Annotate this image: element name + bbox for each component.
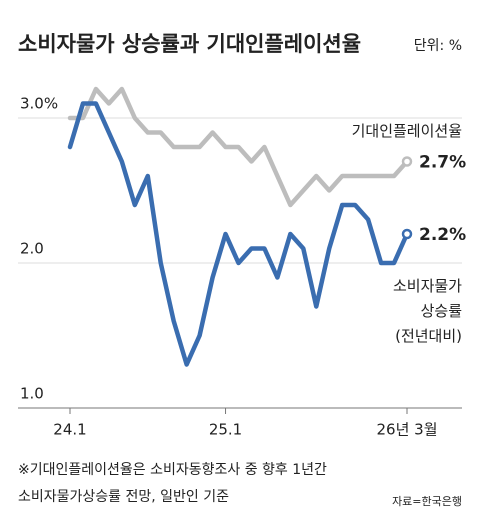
footnote: 소비자물가상승률 전망, 일반인 기준 [18, 489, 229, 505]
x-tick-label: 25.1 [209, 421, 242, 439]
x-tick-label: 26년 3월 [377, 421, 438, 439]
data-label: 2.2% [419, 225, 466, 245]
footnote: ※기대인플레이션율은 소비자동향조사 중 향후 1년간 [18, 462, 327, 478]
series-line [67, 86, 410, 208]
unit-label: 단위: % [414, 38, 462, 54]
chart-title: 소비자물가 상승률과 기대인플레이션율 [18, 32, 361, 56]
source: 자료=한국은행 [392, 495, 462, 508]
end-marker [401, 228, 413, 240]
y-tick-label: 3.0% [20, 95, 58, 113]
end-marker [401, 156, 413, 167]
y-tick-label: 2.0 [20, 240, 44, 258]
legend-label: 소비자물가 상승률 (전년대비) [393, 277, 462, 345]
series-line [67, 101, 410, 367]
y-tick-label: 1.0 [20, 385, 44, 403]
data-label: 2.7% [419, 153, 466, 173]
x-tick-label: 24.1 [53, 421, 86, 439]
legend-label: 기대인플레이션율 [352, 122, 462, 140]
